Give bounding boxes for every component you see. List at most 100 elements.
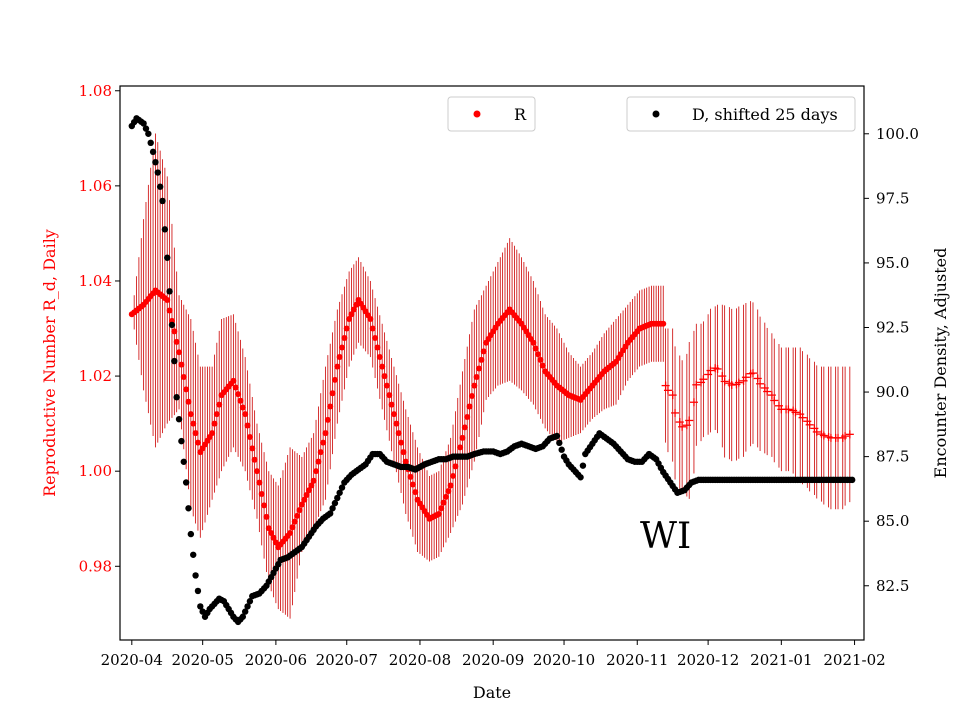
y-axis-right-label: Encounter Density, Adjusted	[931, 248, 950, 479]
d-point	[175, 415, 183, 423]
d-point	[194, 587, 202, 595]
d-point	[187, 530, 195, 538]
r-point	[291, 518, 298, 525]
d-point	[178, 437, 185, 445]
r-plus-point	[756, 379, 765, 388]
r-point	[194, 439, 201, 446]
r-point	[440, 499, 447, 506]
y-right-tick-label: 85.0	[876, 512, 909, 530]
r-point	[386, 392, 393, 399]
y-right-tick-label: 92.5	[876, 318, 909, 336]
r-point	[374, 344, 381, 351]
r-point	[268, 530, 275, 537]
y-right-tick-label: 95.0	[876, 254, 909, 272]
y-left-tick-label: 1.02	[79, 367, 112, 385]
x-tick-label: 2020-07	[316, 651, 378, 669]
r-plus-point	[661, 381, 670, 390]
r-point	[461, 424, 468, 431]
data-points	[128, 115, 856, 626]
d-point	[147, 139, 154, 147]
r-point	[464, 413, 471, 420]
r-point	[343, 325, 350, 332]
r-point	[334, 363, 341, 370]
d-point	[329, 505, 336, 512]
r-point	[305, 487, 312, 494]
r-point	[539, 362, 546, 369]
r-point	[315, 458, 322, 465]
r-plus-point	[819, 431, 828, 440]
r-point	[537, 356, 544, 363]
r-point	[265, 525, 272, 532]
r-point	[263, 513, 270, 520]
r-point	[230, 377, 237, 384]
r-point	[400, 449, 407, 456]
error-bars	[133, 133, 851, 619]
legend-r-label: R	[514, 105, 527, 124]
r-point	[468, 393, 475, 400]
r-plus-point	[784, 405, 793, 414]
r-point	[376, 354, 383, 361]
r-point	[331, 376, 338, 383]
r-point	[379, 363, 386, 370]
d-point	[140, 120, 147, 127]
legend-r-marker	[473, 110, 481, 118]
r-point	[409, 481, 416, 488]
d-point	[579, 462, 587, 469]
x-tick-label: 2020-05	[171, 651, 233, 669]
r-plus-point	[720, 377, 729, 386]
x-tick-label: 2020-12	[677, 651, 739, 669]
r-point	[242, 411, 249, 418]
r-point	[353, 301, 360, 308]
r-point	[407, 473, 414, 480]
r-point	[303, 491, 310, 498]
r-point	[381, 373, 388, 380]
r-point	[294, 512, 301, 519]
r-plus-point	[741, 373, 750, 382]
d-point	[197, 603, 204, 610]
r-point	[369, 325, 376, 332]
d-point	[338, 484, 346, 491]
r-plus-point	[791, 408, 800, 417]
r-point	[185, 398, 192, 405]
r-point	[317, 449, 324, 456]
d-point	[334, 494, 341, 502]
r-point	[466, 403, 473, 410]
r-plus-point	[678, 422, 687, 431]
r-point	[296, 507, 303, 514]
r-point	[388, 401, 395, 408]
x-axis-label: Date	[473, 683, 511, 702]
r-point	[452, 463, 459, 470]
r-point	[310, 477, 317, 484]
ticks: 2020-04 2020-05 2020-06 2020-07 2020-08 2020-…	[79, 82, 919, 669]
r-point	[256, 479, 263, 486]
r-point	[258, 491, 265, 498]
r-point	[450, 472, 457, 479]
y-left-tick-label: 0.98	[79, 557, 112, 575]
r-point	[251, 456, 258, 463]
r-plus-point	[763, 387, 772, 396]
d-point	[156, 183, 164, 190]
r-plus-point	[812, 427, 821, 436]
r-point	[171, 328, 178, 335]
r-plus-point	[734, 378, 743, 387]
x-tick-label: 2020-09	[462, 651, 524, 669]
r-plus-point	[682, 421, 691, 430]
r-plus-point	[668, 391, 677, 400]
r-point	[261, 502, 268, 509]
y-left-tick-label: 1.08	[79, 82, 112, 100]
y-left-tick-label: 1.00	[79, 462, 112, 480]
r-point	[176, 349, 183, 356]
d-point	[577, 474, 584, 481]
y-axis-left-label: Reproductive Number R_d, Daily	[40, 229, 59, 497]
y-left-tick-label: 1.06	[79, 177, 112, 195]
r-point	[445, 488, 452, 495]
r-plus-point	[805, 420, 814, 429]
r-point	[476, 365, 483, 372]
r-plus-point	[767, 391, 776, 400]
d-point	[161, 226, 169, 233]
r-point	[253, 468, 260, 475]
d-point	[173, 394, 180, 401]
r-point	[457, 444, 464, 451]
r-plus-point	[689, 398, 698, 407]
